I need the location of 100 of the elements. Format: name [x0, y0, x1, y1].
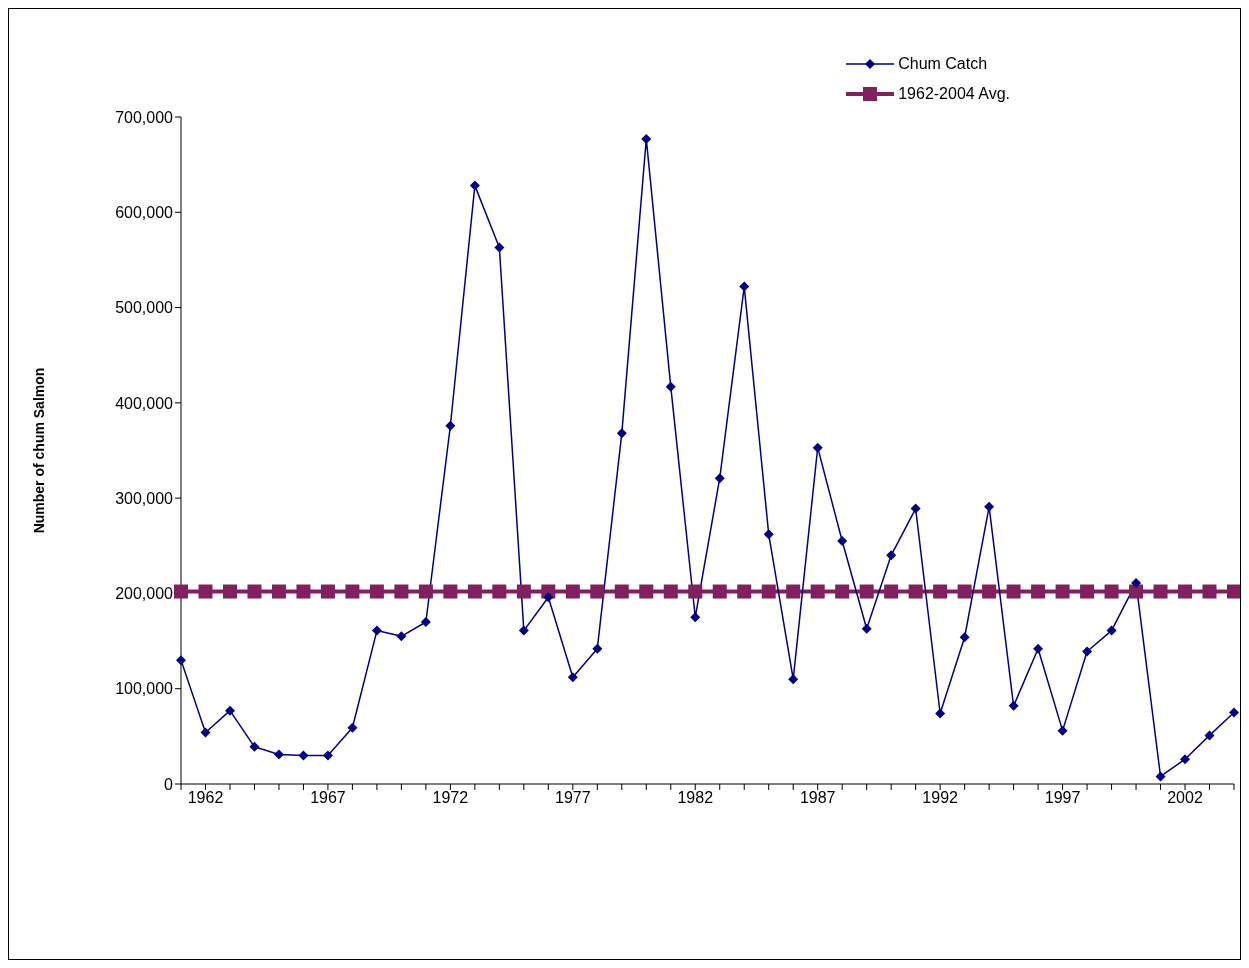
point [663, 584, 678, 599]
point [886, 550, 897, 561]
point [565, 584, 580, 599]
point [1008, 700, 1019, 711]
point [396, 631, 407, 642]
point [933, 584, 948, 599]
point [1106, 625, 1117, 636]
y-tick-label: 0 [164, 775, 174, 793]
point [812, 442, 823, 453]
point [1006, 584, 1021, 599]
point [443, 584, 458, 599]
point [198, 584, 213, 599]
point [298, 750, 309, 761]
point [690, 612, 701, 623]
point [959, 632, 970, 643]
x-tick-label: 1992 [922, 789, 959, 807]
point [516, 584, 531, 599]
x-tick-label: 1982 [677, 789, 714, 807]
point [984, 501, 995, 512]
point [910, 503, 921, 514]
point [322, 750, 333, 761]
point [763, 529, 774, 540]
point [273, 749, 284, 760]
y-tick-label: 200,000 [115, 585, 174, 603]
point [884, 584, 899, 599]
x-tick-label: 1997 [1044, 789, 1081, 807]
point [174, 584, 188, 599]
point [641, 133, 652, 144]
point [492, 584, 507, 599]
point [200, 727, 211, 738]
point [567, 672, 578, 683]
point [494, 242, 505, 253]
point [935, 708, 946, 719]
point [737, 584, 752, 599]
x-tick-label: 2002 [1167, 789, 1203, 807]
point [1057, 725, 1068, 736]
point [665, 381, 676, 392]
point [835, 584, 850, 599]
point [1033, 643, 1044, 654]
point [861, 623, 872, 634]
point [420, 617, 431, 628]
point [1202, 584, 1217, 599]
point [761, 584, 776, 599]
point [614, 584, 629, 599]
point [590, 584, 605, 599]
point [418, 584, 433, 599]
point [249, 741, 260, 752]
y-tick-label: 100,000 [115, 680, 174, 698]
point [616, 428, 627, 439]
point [786, 584, 801, 599]
point [369, 584, 384, 599]
x-tick-label: 1977 [555, 789, 591, 807]
point [347, 722, 358, 733]
x-tick-label: 1987 [799, 789, 836, 807]
point [1180, 754, 1191, 765]
x-tick-label: 1967 [310, 789, 346, 807]
point [1129, 584, 1144, 599]
point [688, 584, 703, 599]
point [224, 705, 235, 716]
point [712, 584, 727, 599]
point [371, 625, 382, 636]
point [394, 584, 409, 599]
point [982, 584, 997, 599]
point [810, 584, 825, 599]
point [1055, 584, 1070, 599]
x-tick-label: 1972 [432, 789, 469, 807]
point [908, 584, 923, 599]
point [957, 584, 972, 599]
point [1204, 730, 1215, 741]
point [592, 643, 603, 654]
point [296, 584, 311, 599]
point [1131, 577, 1142, 588]
point [739, 281, 750, 292]
x-tick-label: 1962 [187, 789, 224, 807]
point [1031, 584, 1046, 599]
point [345, 584, 360, 599]
point [1227, 584, 1240, 599]
legend-label: 1962-2004 Avg. [898, 85, 1010, 103]
y-tick-label: 300,000 [115, 489, 174, 507]
y-tick-label: 700,000 [115, 108, 174, 126]
point [1104, 584, 1119, 599]
point [1082, 646, 1093, 657]
point [1155, 771, 1166, 782]
point [247, 584, 262, 599]
y-tick-label: 600,000 [115, 203, 174, 221]
point [1080, 584, 1095, 599]
point [469, 180, 480, 191]
y-axis-title: Number of chum Salmon [30, 367, 47, 534]
point [271, 584, 286, 599]
point [543, 592, 554, 603]
point [467, 584, 482, 599]
point [639, 584, 654, 599]
y-tick-label: 500,000 [115, 299, 174, 317]
point [320, 584, 335, 599]
legend-label: Chum Catch [898, 55, 988, 73]
point [1178, 584, 1193, 599]
point [837, 536, 848, 547]
y-tick-label: 400,000 [115, 394, 174, 412]
point [176, 655, 186, 666]
point [859, 584, 874, 599]
